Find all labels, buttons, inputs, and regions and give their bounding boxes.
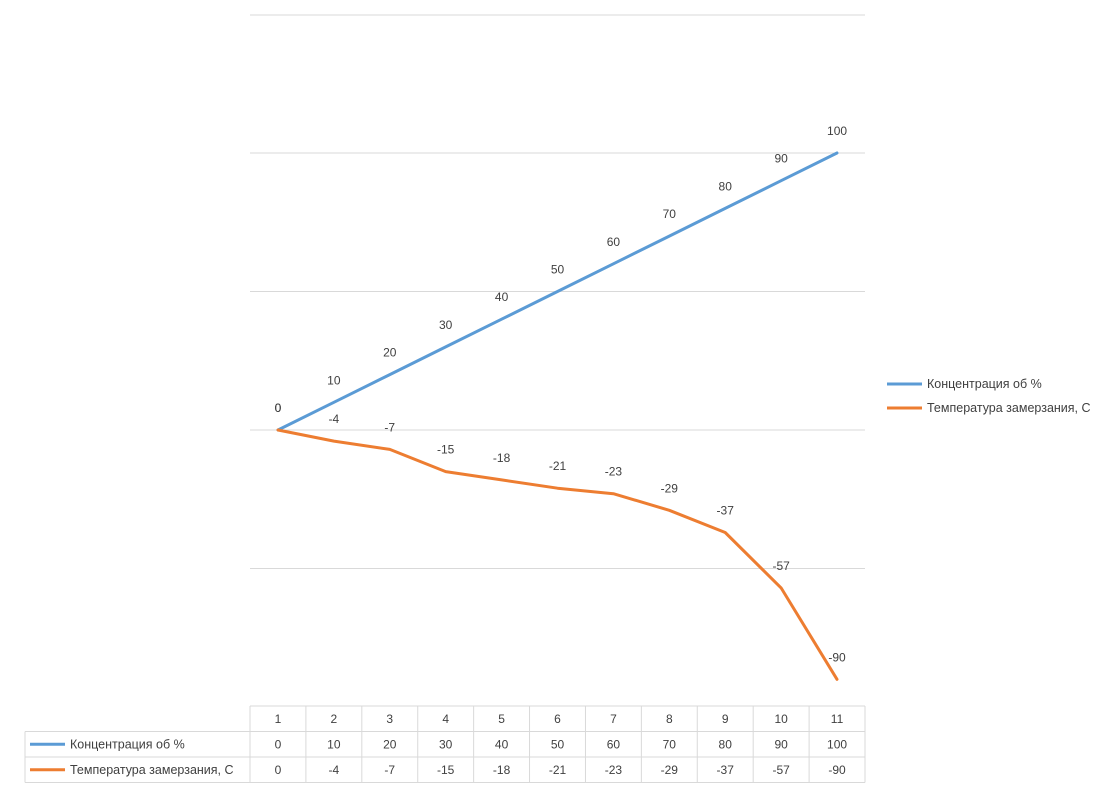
table-header-cell: 8 [666, 712, 673, 726]
table-header-cell: 3 [386, 712, 393, 726]
table-cell: 0 [275, 737, 282, 751]
data-label: 80 [719, 179, 733, 193]
data-label: 30 [439, 318, 453, 332]
legend-entry: Температура замерзания, С [927, 401, 1091, 415]
series-line-1 [276, 151, 839, 432]
data-label: 50 [551, 263, 565, 277]
table-cell: 100 [827, 737, 847, 751]
table-cell: 80 [719, 737, 733, 751]
data-label: 60 [607, 235, 621, 249]
table-cell: -29 [661, 763, 679, 777]
data-label: -57 [772, 559, 790, 573]
table-series-name: Температура замерзания, С [70, 763, 234, 777]
table-series-name: Концентрация об % [70, 737, 185, 751]
table-cell: -7 [384, 763, 395, 777]
data-label: -15 [437, 443, 455, 457]
table-cell: -4 [329, 763, 340, 777]
data-label: 40 [495, 290, 509, 304]
data-label: -29 [661, 481, 679, 495]
data-label: 70 [663, 207, 677, 221]
data-label: 20 [383, 346, 397, 360]
data-label: 0 [275, 401, 282, 415]
table-cell: -18 [493, 763, 511, 777]
data-label: 100 [827, 124, 847, 138]
table-cell: 70 [663, 737, 677, 751]
table-cell: 20 [383, 737, 397, 751]
series-lines [276, 151, 839, 681]
series-line-2 [276, 428, 839, 681]
table-cell: 90 [774, 737, 788, 751]
data-label: 90 [774, 152, 788, 166]
table-header-cell: 1 [275, 712, 282, 726]
table-header-cell: 9 [722, 712, 729, 726]
table-cell: -21 [549, 763, 567, 777]
table-cell: -23 [605, 763, 623, 777]
table-cell: 10 [327, 737, 341, 751]
table-cell: 40 [495, 737, 509, 751]
table-header-cell: 2 [331, 712, 338, 726]
table-cell: 60 [607, 737, 621, 751]
table-header-cell: 7 [610, 712, 617, 726]
data-label: -7 [384, 420, 395, 434]
data-label: 0 [275, 401, 282, 415]
data-label: -21 [549, 459, 567, 473]
data-label: 10 [327, 373, 341, 387]
table-cell: -90 [828, 763, 846, 777]
table-header-cell: 10 [774, 712, 788, 726]
data-table: 1 2 3 4 5 6 7 8 9 10 11 Концентрация об % 0 10 20 30 40 5… [24, 705, 866, 783]
table-header-cell: 5 [498, 712, 505, 726]
table-header-cell: 4 [442, 712, 449, 726]
data-label: -90 [828, 650, 846, 664]
table-cell: -15 [437, 763, 455, 777]
table-cell: -57 [772, 763, 790, 777]
table-cell: 30 [439, 737, 453, 751]
table-header-cell: 11 [831, 712, 844, 726]
data-label: -37 [717, 503, 735, 517]
table-header-cell: 6 [554, 712, 561, 726]
data-label: -4 [329, 412, 340, 426]
table-cell: 50 [551, 737, 565, 751]
data-label: -18 [493, 451, 511, 465]
table-cell: -37 [717, 763, 735, 777]
legend: Концентрация об % Температура замерзания,… [887, 377, 1091, 415]
legend-entry: Концентрация об % [927, 377, 1042, 391]
table-cell: 0 [275, 763, 282, 777]
data-label: -23 [605, 465, 623, 479]
